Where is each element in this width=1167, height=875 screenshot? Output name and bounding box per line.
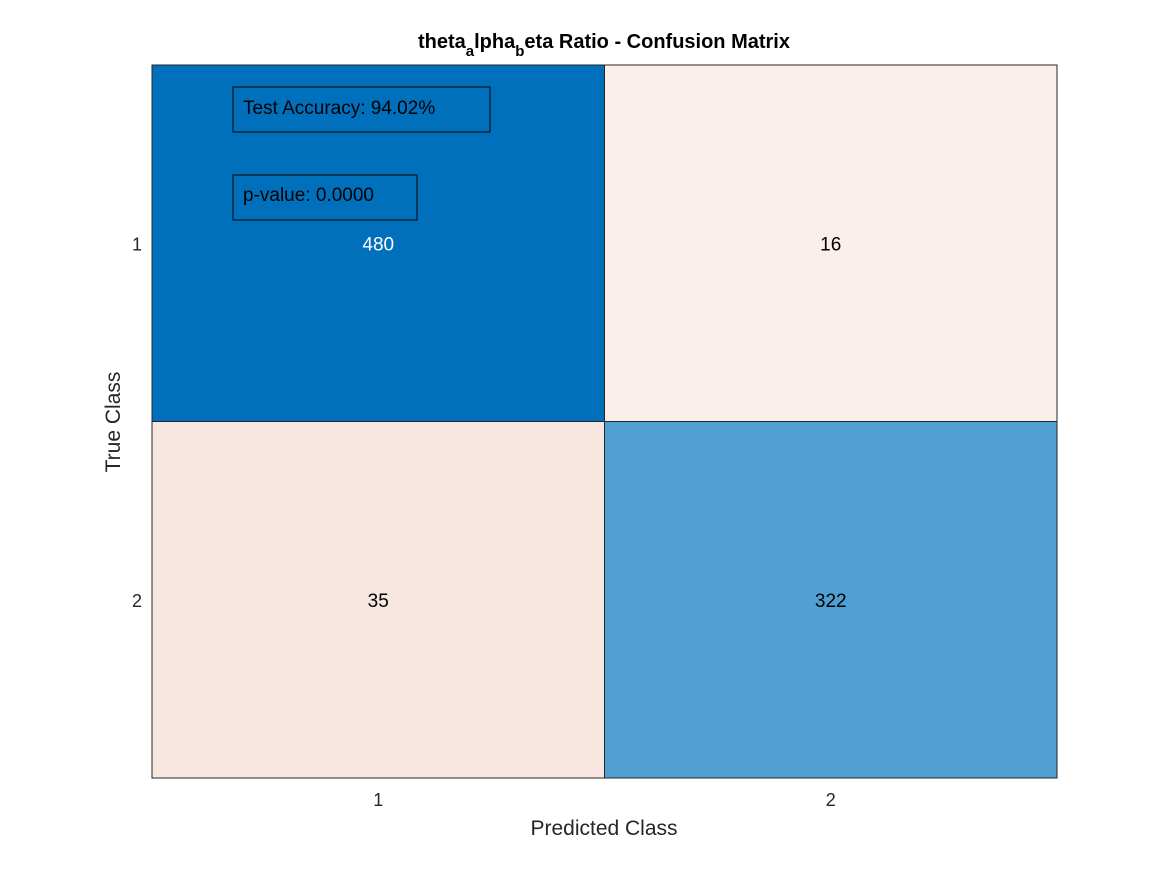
cell-value-label: 480 [362,234,394,255]
axes-frame [151,64,1058,779]
chart-title-part: eta Ratio - Confusion Matrix [524,31,790,53]
matrix-cell-r1-c1 [151,64,605,422]
accuracy-annotation-text: Test Accuracy: 94.02% [243,98,435,119]
p-value-annotation: p-value: 0.0000 [232,174,418,221]
p-value-annotation-text: p-value: 0.0000 [243,185,374,206]
cell-value-label: 322 [815,591,847,612]
chart-title: thetaalphabeta Ratio - Confusion Matrix [418,31,790,60]
matrix-cell-r2-c2 [604,421,1058,779]
x-axis-label: Predicted Class [530,817,677,840]
chart-title-subscript: b [515,43,524,60]
cell-value-label: 16 [820,234,841,255]
y-tick-label: 1 [132,234,142,254]
axis-ticks: 1 2 1 2 [132,234,836,810]
x-tick-label: 1 [373,790,383,810]
cell-value-label: 35 [368,591,389,612]
p-value-annotation-box [232,174,418,221]
y-tick-label: 2 [132,591,142,611]
chart-title-part: theta [418,31,467,53]
chart-title-subscript: a [466,43,475,60]
accuracy-annotation-box [232,86,491,133]
matrix-cells: 480 16 35 322 [151,64,1058,779]
y-axis-label: True Class [102,372,125,473]
matrix-cell-r1-c2 [604,64,1058,422]
chart-title-part: lpha [474,31,516,53]
accuracy-annotation: Test Accuracy: 94.02% [232,86,491,133]
x-tick-label: 2 [826,790,836,810]
